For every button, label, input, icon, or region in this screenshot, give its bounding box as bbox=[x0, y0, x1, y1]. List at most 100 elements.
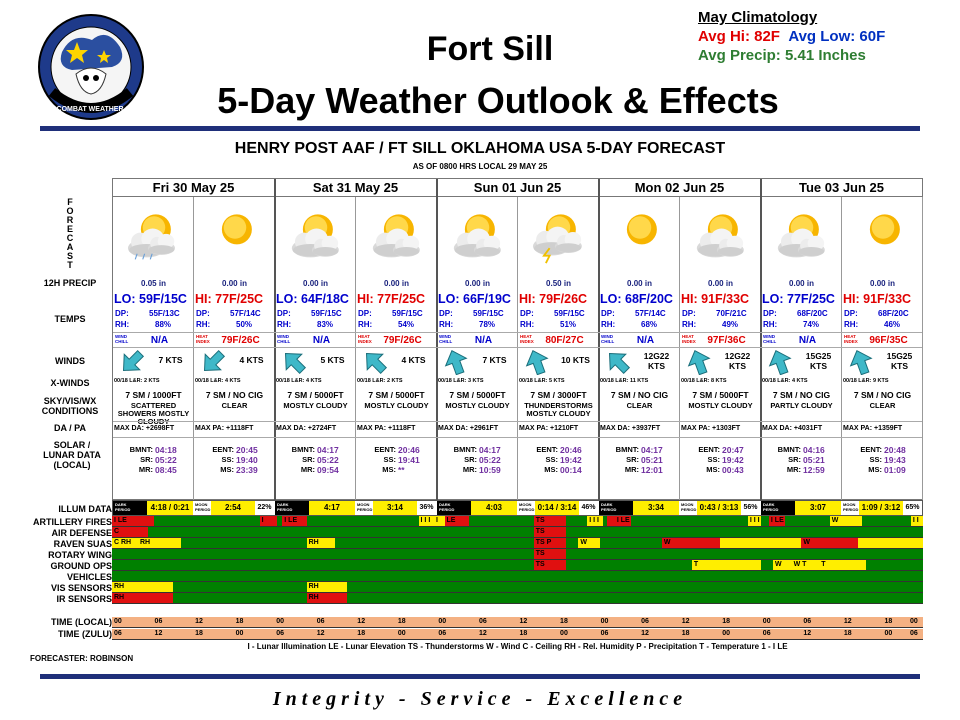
sky-vis: 7 SM / NO CIG bbox=[772, 390, 831, 400]
conditions: CLEAR bbox=[869, 401, 896, 410]
effect-segment: RH bbox=[306, 582, 348, 592]
effect-segment bbox=[858, 538, 923, 548]
wind-speed: 4 KTS bbox=[239, 355, 264, 365]
dark-label: DARK PERIOD bbox=[115, 502, 131, 512]
illum-percent: 65% bbox=[903, 501, 922, 515]
solar-value: 19:42 bbox=[560, 455, 582, 465]
time-zulu-label: TIME (ZULU) bbox=[58, 629, 112, 639]
dark-block bbox=[761, 501, 795, 515]
effect-row-label: ARTILLERY FIRES bbox=[32, 517, 112, 527]
solar-label: MR: bbox=[462, 465, 477, 474]
wind-arrow-icon bbox=[687, 350, 711, 375]
effect-segment: TS P bbox=[533, 538, 567, 548]
rh-label: RH: bbox=[439, 320, 454, 329]
rh-label: RH: bbox=[520, 320, 535, 329]
partly-cloudy-rain-icon bbox=[127, 214, 175, 260]
moon-block bbox=[841, 501, 849, 515]
effect-segment: TS bbox=[533, 516, 567, 526]
dark-label: DARK PERIOD bbox=[601, 502, 617, 512]
solar-label: MS: bbox=[868, 465, 882, 474]
chill-value: 97F/36C bbox=[707, 335, 746, 346]
solar-value: 04:17 bbox=[317, 445, 339, 455]
chill-label: HEAT INDEX bbox=[358, 334, 372, 344]
rel-humidity: RH: 74% bbox=[763, 320, 840, 329]
dp-value: 55F/13C bbox=[149, 309, 180, 318]
solar-value: 05:22 bbox=[155, 455, 177, 465]
time-local-row: 00 06 12 18 00 06 12 18 00 06 12 18 00 06 12 18 00 06 12 18… bbox=[112, 617, 923, 628]
dark-duration: 4:17 bbox=[309, 501, 355, 515]
solar-label: MR: bbox=[300, 465, 315, 474]
rel-humidity: RH: 50% bbox=[196, 320, 273, 329]
time-tick: 18 bbox=[195, 630, 203, 637]
page-title: Fort Sill bbox=[426, 30, 554, 68]
precip-row-label: 12H PRECIP bbox=[43, 278, 97, 288]
rel-humidity: RH: 78% bbox=[439, 320, 516, 329]
day-separator bbox=[598, 179, 600, 501]
forecaster: FORECASTER: ROBINSON bbox=[30, 654, 134, 663]
time-tick: 12 bbox=[195, 618, 203, 625]
crosswind: 00/18 L&R: 2 KTS bbox=[357, 378, 403, 384]
effect-segment: RH bbox=[306, 538, 335, 548]
effect-row-label: ROTARY WING bbox=[48, 550, 112, 560]
wind-arrow-icon bbox=[849, 350, 873, 375]
half-column bbox=[113, 197, 194, 501]
chill-label: HEAT INDEX bbox=[196, 334, 210, 344]
forecast-as-of: AS OF 0800 HRS LOCAL 29 MAY 25 bbox=[412, 162, 548, 171]
illum-percent: 22% bbox=[255, 501, 274, 515]
effect-segment: RH bbox=[112, 593, 173, 603]
dp-label: DP: bbox=[196, 309, 210, 318]
time-tick: 12 bbox=[641, 630, 649, 637]
moon-block bbox=[193, 501, 201, 515]
precip-value: 0.00 in bbox=[870, 279, 895, 288]
dp-value: 57F/14C bbox=[230, 309, 261, 318]
solar-value: 01:09 bbox=[884, 465, 906, 475]
moon-label: MOON PERIOD bbox=[681, 502, 697, 512]
half-column bbox=[437, 197, 518, 501]
dp-label: DP: bbox=[763, 309, 777, 318]
effect-segment bbox=[720, 538, 802, 548]
partly-cloudy-icon bbox=[372, 214, 420, 258]
chill-value: 80F/27C bbox=[545, 335, 584, 346]
effect-segment: W bbox=[829, 516, 863, 526]
precip-value: 0.00 in bbox=[627, 279, 652, 288]
da-pa: MAX PA: +1359FT bbox=[843, 425, 903, 432]
effect-row-label: GROUND OPS bbox=[50, 561, 112, 571]
illum-percent: 36% bbox=[417, 501, 436, 515]
effect-segment: I I I bbox=[418, 516, 434, 526]
dark-block bbox=[113, 501, 147, 515]
solar-value: 20:45 bbox=[236, 445, 258, 455]
dewpoint: DP: 59F/15C bbox=[277, 309, 354, 318]
crosswind: 00/18 L&R: 4 KTS bbox=[195, 378, 241, 384]
precip-value: 0.00 in bbox=[222, 279, 247, 288]
rel-humidity: RH: 49% bbox=[682, 320, 759, 329]
day-separator bbox=[274, 179, 276, 501]
dewpoint: DP: 57F/14C bbox=[196, 309, 273, 318]
day-separator bbox=[760, 179, 762, 501]
solar-value: 05:22 bbox=[479, 455, 501, 465]
solar-value: 23:39 bbox=[236, 465, 258, 475]
illum-label: ILLUM DATA bbox=[58, 504, 112, 514]
dp-value: 68F/20C bbox=[878, 309, 909, 318]
rh-value: 88% bbox=[155, 320, 172, 329]
rh-value: 68% bbox=[641, 320, 658, 329]
solar-value: 05:22 bbox=[317, 455, 339, 465]
solar-label: SS: bbox=[545, 455, 558, 464]
solar-row-label: SOLAR / LUNAR DATA (LOCAL) bbox=[43, 440, 101, 470]
time-tick: 00 bbox=[884, 630, 893, 637]
rh-label: RH: bbox=[682, 320, 697, 329]
wind-arrow-icon bbox=[284, 352, 307, 375]
da-pa: MAX DA: +2724FT bbox=[276, 425, 337, 432]
effect-row-label: IR SENSORS bbox=[56, 594, 112, 604]
rh-label: RH: bbox=[196, 320, 211, 329]
day-separator bbox=[436, 179, 438, 501]
time-tick: 06 bbox=[803, 618, 812, 625]
time-tick: 18 bbox=[681, 630, 690, 637]
row-divider bbox=[113, 332, 922, 333]
chill-label: WIND CHILL bbox=[439, 334, 453, 344]
crosswind: 00/18 L&R: 8 KTS bbox=[681, 378, 727, 384]
chill-value: 96F/35C bbox=[869, 335, 908, 346]
